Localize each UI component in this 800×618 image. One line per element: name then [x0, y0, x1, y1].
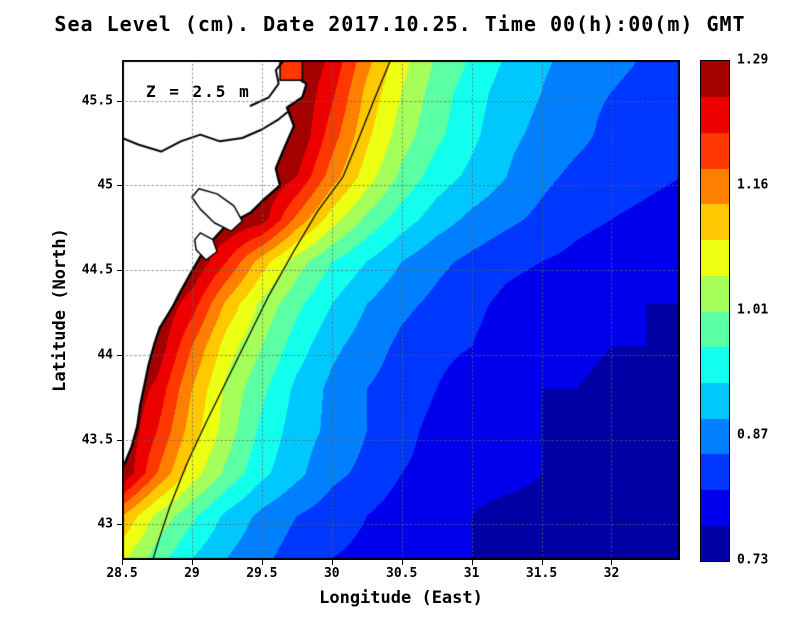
y-tick-label: 44: [97, 347, 113, 363]
x-tick-label: 32: [603, 566, 620, 581]
x-tick-label: 30.5: [386, 566, 418, 581]
y-tick-label: 43: [97, 516, 113, 532]
x-tick-mark: [191, 560, 193, 565]
x-tick-label: 31: [463, 566, 480, 581]
x-tick-label: 28.5: [106, 566, 138, 581]
y-tick-mark: [117, 354, 122, 356]
colorbar-label: 1.29: [737, 52, 769, 68]
colorbar-label: 0.87: [737, 427, 769, 443]
depth-annotation: Z = 2.5 m: [146, 82, 251, 101]
y-tick-mark: [117, 270, 122, 272]
plot-title: Sea Level (cm). Date 2017.10.25. Time 00…: [54, 12, 746, 36]
x-tick-mark: [471, 560, 473, 565]
y-axis-label: Latitude (North): [50, 228, 70, 392]
heatmap-canvas: [122, 60, 680, 560]
x-tick-mark: [401, 560, 403, 565]
x-tick-mark: [611, 560, 613, 565]
y-tick-label: 44.5: [81, 262, 113, 278]
x-tick-mark: [541, 560, 543, 565]
y-tick-label: 45.5: [81, 93, 113, 109]
colorbar-label: 1.16: [737, 177, 769, 193]
y-tick-label: 45: [97, 177, 113, 193]
x-tick-mark: [261, 560, 263, 565]
x-tick-label: 29.5: [246, 566, 278, 581]
y-tick-mark: [117, 100, 122, 102]
x-axis-label: Longitude (East): [319, 588, 483, 608]
y-tick-mark: [117, 185, 122, 187]
plot-area: Z = 2.5 m: [122, 60, 680, 560]
x-tick-mark: [122, 560, 123, 565]
y-tick-mark: [117, 439, 122, 441]
x-tick-label: 29: [184, 566, 200, 581]
y-tick-label: 43.5: [81, 432, 113, 448]
colorbar: [700, 60, 730, 562]
x-tick-label: 31.5: [525, 566, 558, 581]
x-tick-mark: [331, 560, 333, 565]
colorbar-label: 1.01: [737, 302, 769, 318]
x-tick-label: 30: [323, 566, 340, 581]
colorbar-label: 0.73: [737, 552, 769, 568]
y-tick-mark: [117, 524, 122, 526]
